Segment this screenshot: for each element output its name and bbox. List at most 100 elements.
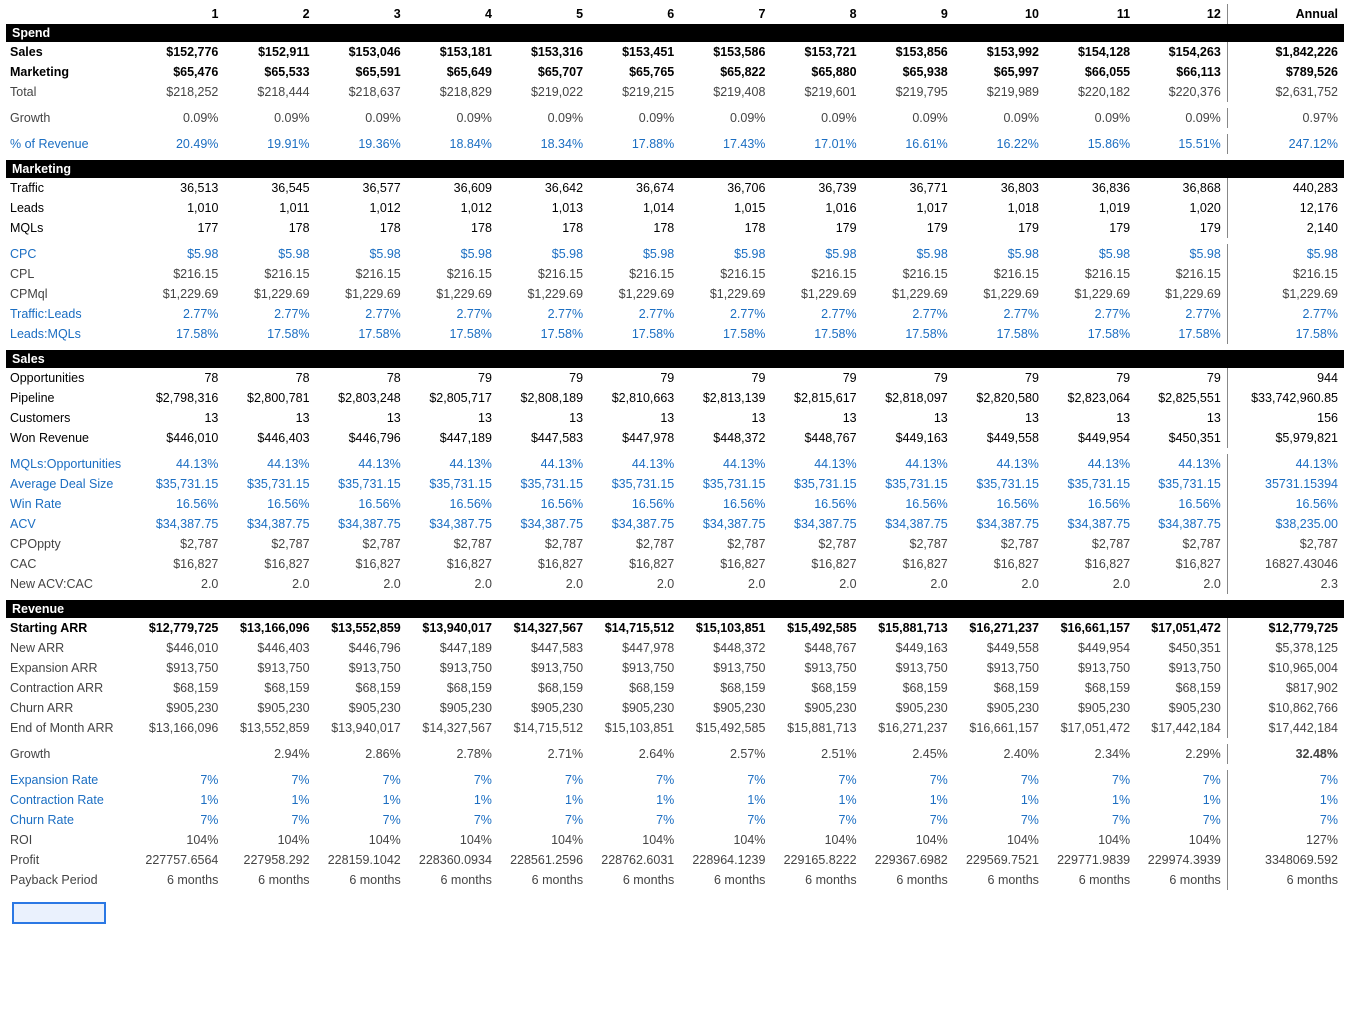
cell[interactable]: 228360.0934 [407, 850, 498, 870]
cell[interactable]: $68,159 [863, 678, 954, 698]
cell[interactable]: 44.13% [224, 454, 315, 474]
cell[interactable]: $65,649 [407, 62, 498, 82]
cell[interactable]: 104% [771, 830, 862, 850]
cell[interactable]: $1,229.69 [498, 284, 589, 304]
cell[interactable]: $216.15 [589, 264, 680, 284]
cell[interactable]: 36,609 [407, 178, 498, 198]
annual-cell[interactable]: $2,631,752 [1227, 82, 1344, 102]
cell[interactable]: 17.43% [680, 134, 771, 154]
cell[interactable]: $1,229.69 [224, 284, 315, 304]
cell[interactable]: $5.98 [771, 244, 862, 264]
cell[interactable]: 36,868 [1136, 178, 1227, 198]
row-label[interactable]: Growth [6, 108, 133, 128]
cell[interactable]: $153,451 [589, 42, 680, 62]
annual-cell[interactable]: 127% [1227, 830, 1344, 850]
cell[interactable]: 79 [1136, 368, 1227, 388]
row-label[interactable]: New ACV:CAC [6, 574, 133, 594]
header-month[interactable]: 8 [771, 4, 862, 24]
cell[interactable]: $15,103,851 [680, 618, 771, 638]
cell[interactable]: $446,796 [316, 638, 407, 658]
cell[interactable]: $153,586 [680, 42, 771, 62]
cell[interactable]: 2.86% [316, 744, 407, 764]
header-month[interactable]: 2 [224, 4, 315, 24]
row-label[interactable]: ACV [6, 514, 133, 534]
cell[interactable]: 16.56% [1045, 494, 1136, 514]
cell[interactable]: $446,796 [316, 428, 407, 448]
cell[interactable]: 17.58% [680, 324, 771, 344]
cell[interactable]: $2,787 [224, 534, 315, 554]
cell[interactable]: $216.15 [407, 264, 498, 284]
cell[interactable]: 1% [1045, 790, 1136, 810]
annual-cell[interactable]: 17.58% [1227, 324, 1344, 344]
annual-cell[interactable]: $1,842,226 [1227, 42, 1344, 62]
cell[interactable]: $220,182 [1045, 82, 1136, 102]
cell[interactable]: 178 [407, 218, 498, 238]
cell[interactable]: 16.56% [954, 494, 1045, 514]
cell[interactable]: $449,954 [1045, 428, 1136, 448]
header-month[interactable]: 4 [407, 4, 498, 24]
cell[interactable]: $5.98 [1136, 244, 1227, 264]
cell[interactable]: $2,818,097 [863, 388, 954, 408]
cell[interactable]: $1,229.69 [863, 284, 954, 304]
cell[interactable]: $34,387.75 [1045, 514, 1136, 534]
annual-cell[interactable]: $216.15 [1227, 264, 1344, 284]
cell[interactable]: $15,492,585 [680, 718, 771, 738]
cell[interactable]: 19.36% [316, 134, 407, 154]
cell[interactable]: 178 [498, 218, 589, 238]
cell[interactable]: $13,940,017 [407, 618, 498, 638]
cell[interactable]: 0.09% [407, 108, 498, 128]
cell[interactable]: $35,731.15 [954, 474, 1045, 494]
cell[interactable]: $15,492,585 [771, 618, 862, 638]
cell[interactable]: 229771.9839 [1045, 850, 1136, 870]
cell[interactable]: $2,787 [589, 534, 680, 554]
cell[interactable]: $2,787 [863, 534, 954, 554]
cell[interactable]: 178 [316, 218, 407, 238]
cell[interactable]: 13 [589, 408, 680, 428]
annual-cell[interactable]: 2.3 [1227, 574, 1344, 594]
cell[interactable]: 7% [589, 770, 680, 790]
header-month[interactable]: 11 [1045, 4, 1136, 24]
cell[interactable]: 6 months [680, 870, 771, 890]
cell[interactable]: $913,750 [771, 658, 862, 678]
cell[interactable]: $1,229.69 [1045, 284, 1136, 304]
row-label[interactable]: CAC [6, 554, 133, 574]
cell[interactable]: $16,827 [133, 554, 224, 574]
row-label[interactable]: Expansion Rate [6, 770, 133, 790]
cell[interactable]: 7% [680, 770, 771, 790]
cell[interactable]: 44.13% [589, 454, 680, 474]
annual-cell[interactable]: 944 [1227, 368, 1344, 388]
row-label[interactable]: Traffic [6, 178, 133, 198]
cell[interactable]: $5.98 [863, 244, 954, 264]
cell[interactable]: 2.0 [224, 574, 315, 594]
cell[interactable]: $913,750 [863, 658, 954, 678]
cell[interactable]: $35,731.15 [771, 474, 862, 494]
cell[interactable]: 179 [1045, 218, 1136, 238]
cell[interactable]: 44.13% [407, 454, 498, 474]
cell[interactable]: $219,215 [589, 82, 680, 102]
cell[interactable]: $220,376 [1136, 82, 1227, 102]
cell[interactable]: 16.56% [498, 494, 589, 514]
cell[interactable]: 79 [407, 368, 498, 388]
cell[interactable]: 2.77% [589, 304, 680, 324]
cell[interactable]: $905,230 [589, 698, 680, 718]
cell[interactable]: 7% [316, 810, 407, 830]
cell[interactable]: 1% [863, 790, 954, 810]
header-month[interactable]: 3 [316, 4, 407, 24]
cell[interactable]: 79 [589, 368, 680, 388]
cell[interactable]: 2.77% [133, 304, 224, 324]
row-label[interactable]: ROI [6, 830, 133, 850]
cell[interactable]: 7% [1045, 810, 1136, 830]
cell[interactable]: $2,800,781 [224, 388, 315, 408]
cell[interactable]: 6 months [1045, 870, 1136, 890]
row-label[interactable]: CPMql [6, 284, 133, 304]
cell[interactable]: 7% [407, 810, 498, 830]
row-label[interactable]: Win Rate [6, 494, 133, 514]
cell[interactable]: $218,829 [407, 82, 498, 102]
cell[interactable]: $913,750 [224, 658, 315, 678]
cell[interactable]: $2,787 [954, 534, 1045, 554]
cell[interactable]: 7% [954, 770, 1045, 790]
row-label[interactable]: Traffic:Leads [6, 304, 133, 324]
cell[interactable]: $16,827 [589, 554, 680, 574]
cell[interactable]: 0.09% [316, 108, 407, 128]
cell[interactable]: $449,163 [863, 638, 954, 658]
